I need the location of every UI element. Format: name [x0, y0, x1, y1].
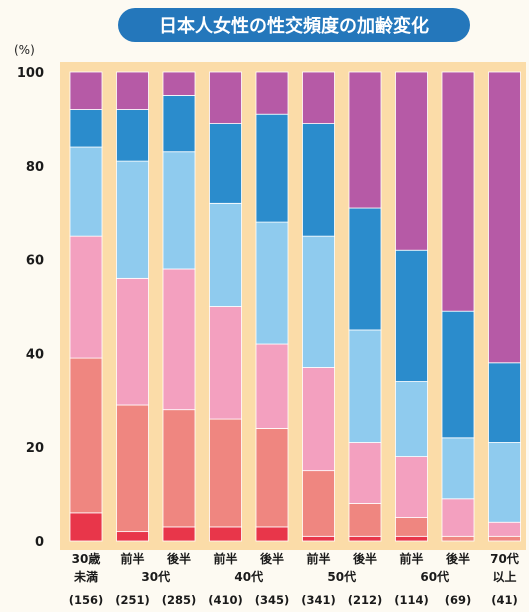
- y-axis-label: (%): [14, 43, 35, 57]
- bar-segment: [348, 442, 382, 504]
- age-group-label: 60代: [420, 569, 449, 584]
- bar-segment: [69, 71, 103, 110]
- bar-segment: [116, 404, 149, 533]
- bar-segment: [348, 535, 382, 542]
- bar-segment: [209, 306, 242, 420]
- y-tick-label: 60: [26, 254, 44, 269]
- sample-size-label: (285): [162, 593, 197, 607]
- bar-segment: [209, 123, 242, 204]
- bar-segment: [116, 160, 149, 279]
- bar-segment: [395, 381, 428, 457]
- bar-segment: [162, 526, 196, 542]
- sample-size-label: (212): [348, 593, 383, 607]
- bar-segment: [302, 367, 335, 472]
- x-tick-label: 後半: [167, 551, 191, 566]
- bar-segment: [116, 71, 149, 110]
- y-tick-label: 0: [35, 535, 44, 550]
- y-tick-label: 20: [26, 441, 44, 456]
- sample-size-label: (410): [208, 593, 243, 607]
- x-tick-label: 前半: [306, 551, 330, 566]
- x-tick-label: 後半: [260, 551, 284, 566]
- bar-segment: [302, 470, 335, 537]
- y-tick-label: 100: [17, 66, 44, 81]
- bar-segment: [441, 535, 475, 542]
- bar-segment: [69, 512, 103, 542]
- bar-segment: [255, 343, 289, 429]
- bar-segment: [162, 71, 196, 96]
- x-tick-label: 未満: [73, 569, 98, 584]
- bar-segment: [395, 71, 428, 251]
- x-tick-label: 30歳: [72, 551, 101, 566]
- bar-segment: [488, 442, 521, 523]
- bar-segment: [69, 357, 103, 514]
- bar-segment: [302, 123, 335, 237]
- bar-segment: [209, 418, 242, 528]
- bar-segment: [69, 109, 103, 148]
- bar-segment: [255, 428, 289, 528]
- age-group-label: 40代: [234, 569, 263, 584]
- bar-segment: [69, 235, 103, 359]
- bar-segment: [116, 277, 149, 406]
- bar-segment: [209, 202, 242, 307]
- age-group-label: 30代: [141, 569, 170, 584]
- bar-segment: [348, 207, 382, 331]
- bar-segment: [162, 151, 196, 270]
- bar-segment: [395, 535, 428, 542]
- sample-size-label: (156): [69, 593, 104, 607]
- bar-segment: [302, 235, 335, 368]
- sample-size-label: (69): [445, 593, 472, 607]
- bar-segment: [69, 146, 103, 237]
- bar-segment: [395, 456, 428, 518]
- y-tick-label: 40: [26, 347, 44, 362]
- bar-segment: [162, 409, 196, 528]
- bar-segment: [255, 71, 289, 115]
- bar-segment: [441, 498, 475, 537]
- y-tick-label: 80: [26, 160, 44, 175]
- bar-segment: [395, 249, 428, 382]
- bar-segment: [488, 71, 521, 364]
- bar-segment: [488, 535, 521, 542]
- bar-segment: [255, 113, 289, 223]
- bar-segment: [209, 526, 242, 542]
- bar-segment: [441, 71, 475, 312]
- bar-segment: [255, 526, 289, 542]
- sample-size-label: (114): [394, 593, 429, 607]
- bar-segment: [441, 310, 475, 439]
- x-tick-label: 後半: [446, 551, 470, 566]
- bar-segment: [348, 329, 382, 443]
- bar-segment: [162, 95, 196, 153]
- bar-segment: [209, 71, 242, 124]
- sample-size-label: (341): [301, 593, 336, 607]
- bar-segment: [116, 531, 149, 542]
- bar-segment: [348, 71, 382, 209]
- x-tick-label: 前半: [399, 551, 423, 566]
- bar-segment: [441, 437, 475, 500]
- x-tick-label: 以上: [492, 569, 516, 584]
- sample-size-label: (251): [115, 593, 150, 607]
- bar-segment: [116, 109, 149, 162]
- bar-segment: [348, 503, 382, 537]
- bar-segment: [162, 268, 196, 411]
- x-tick-label: 前半: [120, 551, 144, 566]
- x-tick-label: 前半: [213, 551, 237, 566]
- sample-size-label: (41): [491, 593, 518, 607]
- sample-size-label: (345): [255, 593, 290, 607]
- chart-title: 日本人女性の性交頻度の加齢変化: [159, 15, 429, 37]
- title-banner: [118, 8, 470, 42]
- bar-segment: [302, 535, 335, 542]
- x-tick-label: 後半: [353, 551, 377, 566]
- bar-segment: [488, 362, 521, 443]
- bar-segment: [255, 221, 289, 345]
- bar-segment: [488, 521, 521, 537]
- x-tick-label: 70代: [490, 551, 519, 566]
- bar-segment: [395, 517, 428, 537]
- bar-segment: [302, 71, 335, 124]
- age-group-label: 50代: [327, 569, 356, 584]
